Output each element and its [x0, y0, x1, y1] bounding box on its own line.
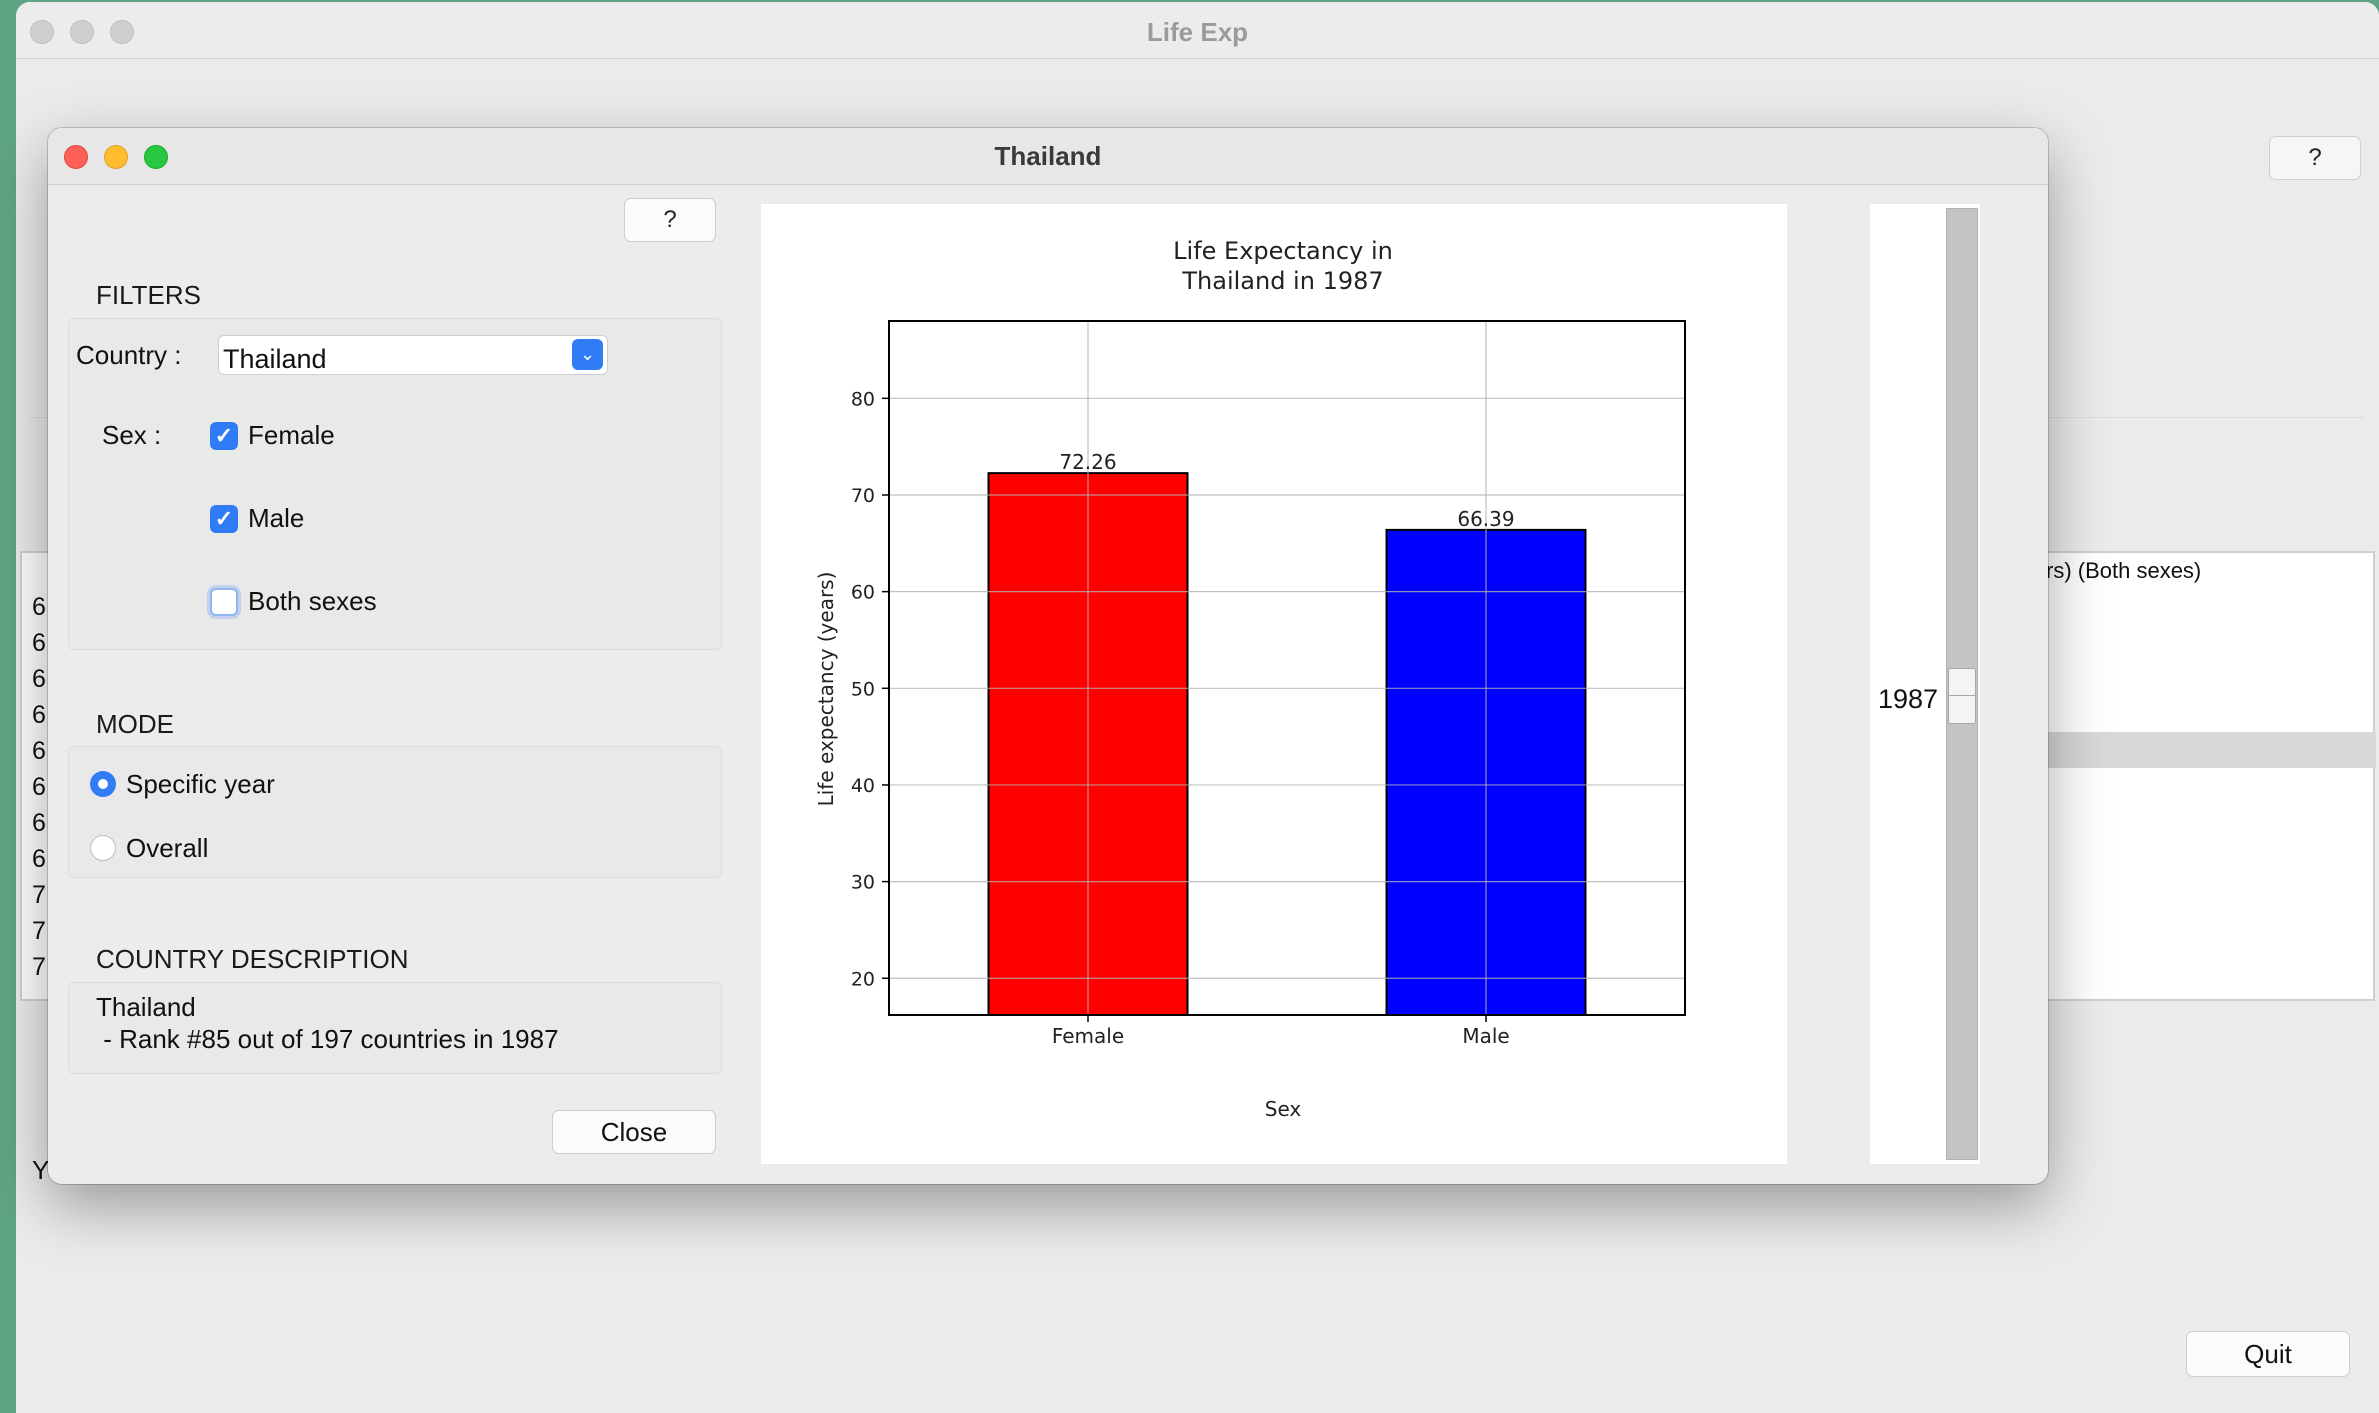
female-checkbox-label: Female — [248, 420, 335, 450]
main-table-row-digit: 6 — [32, 773, 46, 801]
country-label: Country : — [76, 340, 182, 370]
main-table-row-digit: 6 — [32, 845, 46, 873]
country-select[interactable]: Thailand ⌄ — [218, 335, 608, 375]
y-tick-label: 20 — [851, 968, 875, 990]
main-table-selected-row[interactable] — [2046, 732, 2376, 768]
main-table-row-digit: 7 — [32, 953, 46, 981]
x-tick-label: Female — [1052, 1024, 1124, 1048]
y-tick-label: 30 — [851, 872, 875, 894]
chevron-down-icon[interactable]: ⌄ — [572, 339, 603, 370]
x-tick-label: Male — [1462, 1024, 1509, 1048]
y-tick-label: 60 — [851, 582, 875, 604]
dialog-titlebar: Thailand — [48, 128, 2048, 185]
zoom-window-icon[interactable] — [144, 145, 168, 169]
dialog-title: Thailand — [994, 141, 1102, 171]
main-table-row-digit: 6 — [32, 593, 46, 621]
close-button[interactable]: Close — [552, 1110, 716, 1154]
both-sexes-checkbox-label: Both sexes — [248, 586, 377, 616]
overall-radio[interactable] — [90, 835, 116, 861]
chart-x-axis-label: Sex — [1265, 1097, 1302, 1121]
bar-value-label: 72.26 — [1059, 450, 1116, 474]
y-tick-label: 40 — [851, 775, 875, 797]
minimize-window-icon[interactable] — [104, 145, 128, 169]
year-slider-handle[interactable] — [1948, 668, 1976, 724]
chart-title-line1: Life Expectancy in — [1173, 237, 1393, 265]
main-table-row-digit: 6 — [32, 701, 46, 729]
year-slider-value: 1987 — [1878, 684, 1939, 714]
specific-year-radio[interactable] — [90, 771, 116, 797]
chart-panel: Life Expectancy in Thailand in 1987 Sex … — [761, 204, 1787, 1164]
mode-heading: MODE — [96, 709, 174, 739]
close-window-icon[interactable] — [64, 145, 88, 169]
main-table-row-digit: 6 — [32, 665, 46, 693]
main-zoom-icon[interactable] — [110, 20, 134, 44]
main-close-icon[interactable] — [30, 20, 54, 44]
life-expectancy-bar-chart: Life Expectancy in Thailand in 1987 Sex … — [814, 237, 1686, 1121]
main-minimize-icon[interactable] — [70, 20, 94, 44]
chart-y-axis-label: Life expectancy (years) — [814, 572, 838, 807]
country-description-rank: - Rank #85 out of 197 countries in 1987 — [96, 1024, 559, 1054]
main-table-row-digit: 7 — [32, 881, 46, 909]
bar-value-label: 66.39 — [1457, 507, 1514, 531]
plot-frame — [888, 320, 1686, 1016]
main-table-row-digit: 6 — [32, 737, 46, 765]
country-select-value: Thailand — [223, 344, 327, 374]
y-tick-label: 50 — [851, 678, 875, 700]
overall-label: Overall — [126, 833, 209, 863]
country-description-name: Thailand — [96, 992, 196, 1022]
country-dialog: Thailand ? FILTERS Country : Thailand ⌄ … — [48, 128, 2048, 1184]
female-checkbox[interactable]: ✓ — [210, 422, 238, 450]
help-button[interactable]: ? — [624, 198, 716, 242]
main-table-row-digit: 6 — [32, 629, 46, 657]
country-description-group — [68, 982, 722, 1074]
y-tick-label: 70 — [851, 485, 875, 507]
quit-button[interactable]: Quit — [2186, 1331, 2350, 1377]
male-checkbox-label: Male — [248, 503, 305, 533]
mode-group — [68, 746, 722, 878]
filters-heading: FILTERS — [96, 280, 201, 310]
main-titlebar: Life Exp — [16, 2, 2379, 59]
male-checkbox[interactable]: ✓ — [210, 505, 238, 533]
main-help-button[interactable]: ? — [2269, 136, 2361, 180]
specific-year-label: Specific year — [126, 769, 275, 799]
sex-label: Sex : — [102, 420, 162, 450]
both-sexes-checkbox[interactable] — [210, 588, 238, 616]
main-status-text: Y — [32, 1155, 50, 1185]
y-tick-label: 80 — [851, 388, 875, 410]
country-description-heading: COUNTRY DESCRIPTION — [96, 944, 409, 974]
main-window-title: Life Exp — [1146, 17, 1249, 47]
main-table-column-header[interactable]: rs) (Both sexes) — [2046, 558, 2202, 583]
main-table-row-digit: 6 — [32, 809, 46, 837]
main-table-row-digit: 7 — [32, 917, 46, 945]
chart-title-line2: Thailand in 1987 — [1181, 267, 1383, 295]
